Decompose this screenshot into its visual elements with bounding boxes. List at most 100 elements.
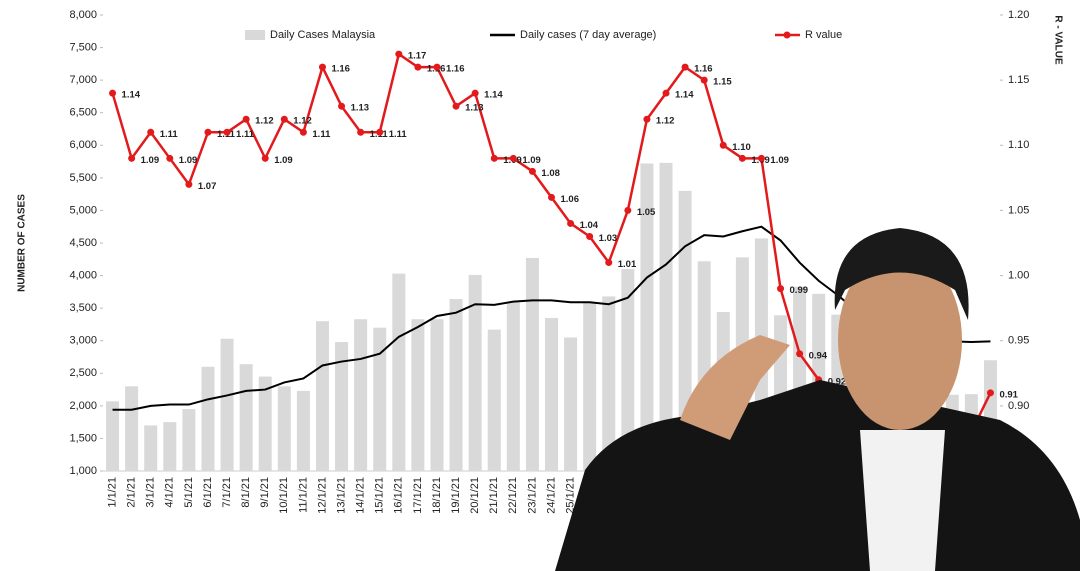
data-label: 1.13 [351, 103, 370, 114]
x-tick-label: 7/1/21 [221, 477, 233, 508]
x-tick-label: 8/1/21 [240, 477, 252, 508]
bar [296, 390, 310, 471]
point [567, 219, 575, 227]
bar [602, 296, 616, 471]
data-label: 1.11 [389, 129, 408, 140]
point [681, 63, 689, 71]
data-label: 1.14 [484, 90, 503, 101]
point [318, 63, 326, 71]
x-tick-label: 1/1/21 [106, 477, 118, 508]
point [586, 232, 594, 240]
point [719, 141, 727, 149]
x-tick-label: 16/1/21 [393, 477, 405, 514]
bar [258, 376, 272, 471]
bar [525, 257, 539, 471]
point [452, 102, 460, 110]
x-tick-label: 19/1/21 [450, 477, 462, 514]
bar [430, 319, 444, 471]
hair [834, 228, 969, 320]
data-label: 0.94 [809, 350, 828, 361]
y2-tick-label: 1.15 [1008, 74, 1029, 86]
point [548, 193, 555, 201]
y-tick-label: 5,000 [69, 204, 97, 216]
data-label: 1.17 [408, 51, 427, 62]
point [738, 154, 746, 162]
y-tick-label: 6,500 [69, 107, 97, 119]
bar [449, 299, 463, 471]
bar [392, 273, 406, 471]
point [796, 350, 804, 358]
point [185, 180, 193, 188]
data-label: 0.92 [828, 376, 847, 387]
point [299, 128, 307, 136]
point [700, 76, 708, 84]
x-tick-label: 11/1/21 [297, 477, 309, 513]
data-label: 1.10 [732, 142, 751, 153]
bar [506, 302, 520, 471]
data-label: 1.09 [274, 155, 293, 166]
point [528, 167, 536, 175]
x-tick-label: 10/1/21 [278, 477, 290, 514]
point [986, 389, 994, 397]
point [433, 63, 441, 71]
y-tick-label: 7,500 [69, 41, 97, 53]
bar [545, 317, 558, 471]
data-label: 1.09 [522, 155, 541, 166]
point [414, 63, 422, 71]
data-label: 1.13 [465, 103, 484, 114]
data-label: 1.09 [179, 155, 198, 166]
point [204, 128, 212, 136]
bar [125, 386, 139, 471]
point [395, 50, 403, 58]
point [280, 115, 288, 123]
bar [564, 337, 578, 471]
point [109, 89, 117, 97]
point [357, 128, 365, 136]
y2-tick-label: 0.90 [1008, 400, 1029, 412]
data-label: 1.03 [599, 233, 618, 244]
point [624, 206, 632, 214]
y-axis-title: NUMBER OF CASES [17, 194, 28, 292]
x-tick-label: 13/1/21 [335, 477, 347, 514]
x-tick-label: 25/1/21 [564, 477, 576, 514]
bar [659, 162, 673, 472]
data-label: 1.12 [656, 116, 675, 127]
data-label: 1.09 [141, 155, 160, 166]
data-label: 1.14 [675, 90, 694, 101]
point [490, 154, 498, 162]
bar [583, 302, 597, 471]
point [242, 115, 250, 123]
bar [373, 327, 387, 471]
point [338, 102, 346, 110]
x-tick-label: 2/1/21 [126, 477, 138, 508]
y-tick-label: 2,500 [69, 367, 97, 379]
data-label: 1.06 [561, 194, 580, 205]
x-tick-label: 9/1/21 [259, 477, 271, 508]
legend-label: R value [805, 29, 842, 41]
bar [411, 319, 425, 471]
bar [468, 274, 482, 471]
x-tick-label: 4/1/21 [164, 477, 176, 508]
data-label: 1.09 [770, 155, 789, 166]
bar [106, 401, 120, 471]
y-tick-label: 3,000 [69, 335, 97, 347]
y2-tick-label: 0.95 [1008, 335, 1029, 347]
data-label: 1.12 [293, 116, 312, 127]
bar [144, 425, 158, 471]
bar [640, 163, 654, 472]
bar [220, 338, 234, 471]
x-tick-label: 22/1/21 [507, 477, 519, 514]
y-tick-label: 8,000 [69, 9, 97, 21]
point [777, 285, 785, 293]
shirt [860, 430, 945, 571]
data-label: 1.07 [198, 181, 217, 192]
x-tick-label: 20/1/21 [469, 477, 481, 514]
x-tick-label: 14/1/21 [355, 477, 367, 514]
point [643, 115, 651, 123]
y-tick-label: 7,000 [69, 74, 97, 86]
point [376, 128, 384, 136]
point [261, 154, 269, 162]
x-tick-label: 15/1/21 [374, 477, 386, 514]
